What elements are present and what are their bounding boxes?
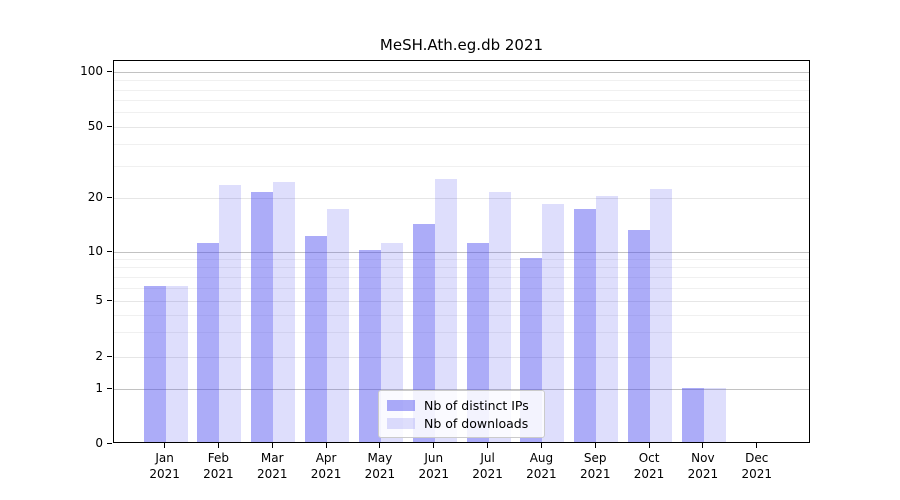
bar-jun-distinct-ips <box>412 223 435 442</box>
y-tick-mark <box>107 250 112 252</box>
bar-jun-downloads <box>434 178 457 442</box>
gridline <box>114 112 809 114</box>
x-tick-label-jun: Jun 2021 <box>418 451 450 481</box>
x-tick-mark <box>487 443 489 448</box>
y-tick-label: 50 <box>87 118 103 133</box>
x-tick-mark <box>271 443 273 448</box>
y-tick-mark <box>107 125 112 127</box>
gridline <box>114 126 809 128</box>
legend-label-downloads: Nb of downloads <box>424 415 529 431</box>
gridline <box>114 197 809 199</box>
x-tick-mark <box>756 443 758 448</box>
gridline <box>114 251 809 253</box>
gridline <box>114 287 809 289</box>
y-tick-label: 0 <box>95 435 103 450</box>
x-tick-label-feb: Feb 2021 <box>203 451 234 481</box>
x-tick-mark <box>540 443 542 448</box>
bar-jul-downloads <box>488 192 511 442</box>
legend-label-distinct-ips: Nb of distinct IPs <box>424 397 529 413</box>
bar-oct-downloads <box>650 188 673 442</box>
gridline <box>114 259 809 261</box>
x-tick-label-jul: Jul 2021 <box>472 451 503 481</box>
gridline <box>114 314 809 316</box>
y-tick-label: 20 <box>87 189 103 204</box>
x-tick-mark <box>648 443 650 448</box>
y-tick-mark <box>107 388 112 389</box>
x-tick-label-mar: Mar 2021 <box>256 451 288 481</box>
bar-jan-distinct-ips <box>143 286 166 442</box>
gridline <box>114 331 809 333</box>
bar-feb-distinct-ips <box>197 242 220 442</box>
x-tick-label-sep: Sep 2021 <box>579 451 611 481</box>
bar-sep-downloads <box>596 196 619 442</box>
y-tick-mark <box>107 300 112 301</box>
x-tick-label-oct: Oct 2021 <box>633 451 665 481</box>
gridline <box>114 267 809 269</box>
gridline <box>114 100 809 102</box>
y-tick-label: 2 <box>95 348 103 363</box>
bar-jan-downloads <box>165 286 188 442</box>
x-tick-mark <box>325 443 327 448</box>
bar-apr-downloads <box>327 208 350 442</box>
x-tick-mark <box>594 443 596 448</box>
legend-entry-distinct-ips: Nb of distinct IPs <box>387 396 536 414</box>
bar-oct-distinct-ips <box>628 229 651 442</box>
gridline <box>114 276 809 278</box>
bar-nov-downloads <box>703 387 726 442</box>
x-tick-mark <box>217 443 219 448</box>
x-tick-mark <box>702 443 704 448</box>
bar-mar-distinct-ips <box>251 192 274 442</box>
bar-apr-distinct-ips <box>305 235 328 442</box>
gridline <box>114 80 809 82</box>
bar-nov-distinct-ips <box>681 387 704 442</box>
x-tick-label-aug: Aug 2021 <box>526 451 557 481</box>
gridline <box>114 72 809 74</box>
gridline <box>114 143 809 145</box>
bar-aug-downloads <box>542 204 565 442</box>
x-tick-label-may: May 2021 <box>364 451 396 481</box>
gridline <box>114 166 809 168</box>
x-tick-label-nov: Nov 2021 <box>687 451 719 481</box>
gridline <box>114 89 809 91</box>
y-tick-label: 100 <box>80 64 103 79</box>
y-tick-label: 10 <box>87 243 103 258</box>
y-tick-mark <box>107 196 112 198</box>
y-tick-mark <box>107 442 112 444</box>
x-tick-mark <box>164 443 166 448</box>
legend-entry-downloads: Nb of downloads <box>387 414 536 432</box>
plot-area <box>113 60 810 443</box>
chart-title: MeSH.Ath.eg.db 2021 <box>379 36 544 54</box>
bar-feb-downloads <box>219 185 242 442</box>
gridline <box>114 356 809 358</box>
y-tick-mark <box>107 71 112 73</box>
legend-swatch-distinct-ips <box>387 399 415 411</box>
legend: Nb of distinct IPs Nb of downloads <box>378 390 545 438</box>
gridline <box>114 389 809 390</box>
x-tick-label-dec: Dec 2021 <box>741 451 772 481</box>
x-tick-label-apr: Apr 2021 <box>310 451 342 481</box>
bar-may-distinct-ips <box>358 250 381 442</box>
legend-swatch-downloads <box>387 417 415 429</box>
bar-mar-downloads <box>273 181 296 442</box>
y-tick-mark <box>107 355 112 357</box>
y-tick-label: 1 <box>95 381 103 395</box>
x-tick-mark <box>433 443 435 448</box>
bar-sep-distinct-ips <box>574 208 597 442</box>
x-tick-label-jan: Jan 2021 <box>149 451 180 481</box>
y-tick-label: 5 <box>95 293 103 307</box>
gridline <box>114 301 809 302</box>
x-tick-mark <box>379 443 381 448</box>
